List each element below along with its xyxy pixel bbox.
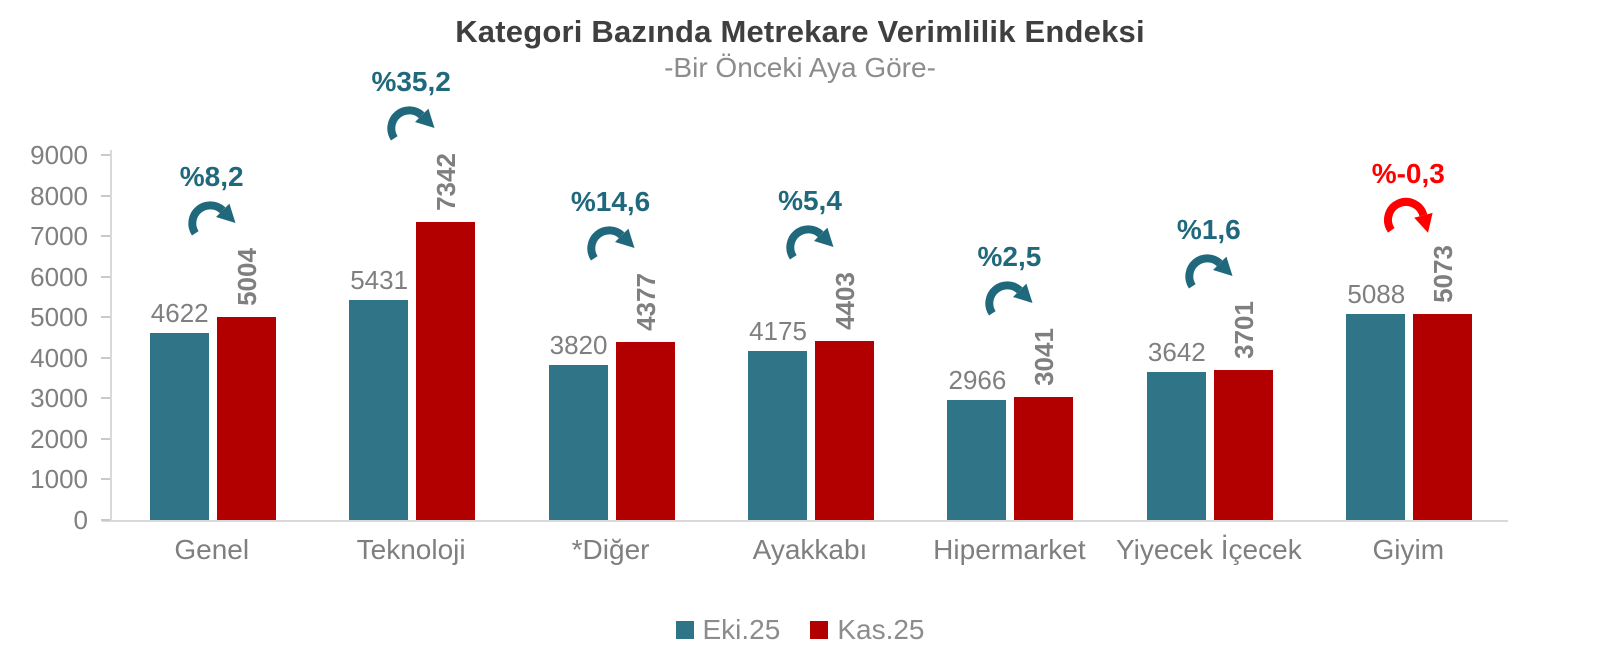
change-annotation: %35,2 bbox=[336, 68, 486, 150]
change-annotation: %8,2 bbox=[137, 163, 287, 245]
x-axis-line bbox=[102, 520, 1508, 522]
trend-arrow-icon bbox=[188, 201, 236, 236]
y-axis-tick bbox=[101, 235, 110, 238]
y-axis-tick-label: 5000 bbox=[30, 302, 88, 333]
bar-value-label-kas25: 3041 bbox=[1029, 327, 1060, 386]
bar-eki25 bbox=[748, 350, 807, 520]
percent-change-label: %2,5 bbox=[977, 240, 1042, 272]
legend-swatch-icon bbox=[675, 621, 694, 639]
chart-title: Kategori Bazında Metrekare Verimlilik En… bbox=[455, 14, 1145, 49]
y-axis-tick-label: 1000 bbox=[30, 464, 88, 495]
trend-arrow-icon bbox=[586, 226, 635, 261]
bar-kas25 bbox=[815, 341, 874, 520]
y-axis-tick bbox=[101, 397, 110, 400]
trend-arrow-icon bbox=[786, 225, 834, 260]
legend-item: Kas.25 bbox=[810, 614, 925, 646]
y-axis-tick bbox=[101, 478, 110, 481]
legend-label: Eki.25 bbox=[702, 614, 781, 645]
bar-eki25 bbox=[149, 332, 209, 520]
percent-change-label: %5,4 bbox=[778, 185, 842, 217]
percent-change-label: %35,2 bbox=[371, 66, 451, 98]
y-axis-tick bbox=[101, 437, 110, 440]
bar-value-label-eki25: 4175 bbox=[749, 315, 807, 346]
y-axis-tick-label: 8000 bbox=[30, 180, 88, 211]
y-axis-tick bbox=[101, 194, 110, 197]
legend-label: Kas.25 bbox=[837, 614, 925, 645]
bar-value-label-kas25: 5004 bbox=[231, 248, 262, 306]
bar-value-label-eki25: 5088 bbox=[1347, 278, 1406, 309]
trend-arrow-icon bbox=[1185, 254, 1233, 289]
y-axis-line bbox=[110, 150, 112, 522]
bar-kas25 bbox=[1213, 369, 1273, 520]
bar-value-label-kas25: 4377 bbox=[630, 273, 661, 332]
bar-value-label-eki25: 5431 bbox=[350, 264, 409, 295]
x-axis-category-label: Hipermarket bbox=[933, 534, 1086, 565]
legend-swatch-icon bbox=[810, 621, 829, 639]
bar-value-label-eki25: 3642 bbox=[1147, 337, 1206, 368]
bar-kas25 bbox=[216, 317, 276, 520]
bar-eki25 bbox=[1346, 313, 1406, 520]
bar-eki25 bbox=[1146, 372, 1206, 520]
trend-arrow-icon bbox=[985, 281, 1033, 316]
percent-change-label: %-0,3 bbox=[1371, 158, 1445, 190]
change-annotation: %1,6 bbox=[1134, 213, 1284, 298]
trend-arrow-icon bbox=[387, 106, 435, 141]
percent-change-label: %1,6 bbox=[1176, 213, 1241, 245]
bar-value-label-kas25: 4403 bbox=[830, 272, 860, 331]
bar-value-label-kas25: 7342 bbox=[431, 153, 462, 212]
x-axis-category-label: Genel bbox=[174, 534, 250, 565]
bar-value-label-kas25: 3701 bbox=[1228, 300, 1259, 359]
y-axis-tick bbox=[101, 154, 110, 156]
change-annotation: %14,6 bbox=[536, 188, 686, 270]
x-axis-category-label: Giyim bbox=[1372, 534, 1445, 565]
percent-change-label: %14,6 bbox=[570, 186, 651, 218]
y-axis-tick-label: 9000 bbox=[30, 140, 88, 170]
y-axis-tick-label: 2000 bbox=[30, 423, 88, 454]
x-axis-category-label: Teknoloji bbox=[356, 534, 466, 565]
change-annotation: %2,5 bbox=[934, 240, 1084, 325]
chart-subtitle: -Bir Önceki Aya Göre- bbox=[664, 52, 936, 83]
bar-value-label-eki25: 4622 bbox=[150, 297, 209, 328]
y-axis-tick bbox=[101, 519, 110, 521]
legend-item: Eki.25 bbox=[675, 614, 781, 646]
bar-eki25 bbox=[548, 365, 608, 520]
y-axis-tick-label: 6000 bbox=[30, 261, 88, 292]
y-axis-tick-label: 7000 bbox=[30, 221, 88, 252]
percent-change-label: %8,2 bbox=[179, 161, 244, 193]
y-axis-tick-label: 3000 bbox=[30, 383, 88, 414]
y-axis-tick bbox=[101, 275, 110, 278]
bar-kas25 bbox=[615, 342, 675, 520]
bar-kas25 bbox=[416, 222, 476, 520]
legend: Eki.25 Kas.25 bbox=[0, 608, 1600, 652]
y-axis-tick-label: 0 bbox=[73, 505, 88, 535]
bar-value-label-eki25: 2966 bbox=[948, 364, 1007, 395]
x-axis-category-label: Yiyecek İçecek bbox=[1115, 534, 1302, 565]
trend-arrow-icon bbox=[1384, 198, 1433, 233]
bar-value-label-eki25: 3820 bbox=[549, 330, 608, 361]
y-axis-tick bbox=[101, 356, 110, 359]
bar-eki25 bbox=[349, 299, 409, 520]
y-axis-tick-label: 4000 bbox=[30, 342, 88, 373]
bar-kas25 bbox=[1413, 314, 1473, 520]
bar-eki25 bbox=[947, 399, 1007, 520]
x-axis-category-label: *Diğer bbox=[571, 534, 650, 565]
x-axis-category-label: Ayakkabı bbox=[752, 534, 868, 565]
bar-value-label-kas25: 5073 bbox=[1428, 245, 1459, 304]
bar-kas25 bbox=[1014, 396, 1074, 520]
y-axis-tick bbox=[101, 316, 110, 319]
change-annotation: %-0,3 bbox=[1333, 160, 1483, 242]
change-annotation: %5,4 bbox=[735, 187, 885, 269]
